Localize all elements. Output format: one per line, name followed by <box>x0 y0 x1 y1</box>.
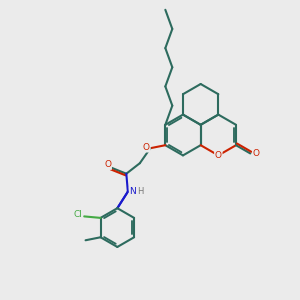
Text: N: N <box>130 187 136 196</box>
Text: Cl: Cl <box>74 210 82 219</box>
Text: O: O <box>143 143 150 152</box>
Text: O: O <box>104 160 111 169</box>
Text: O: O <box>215 151 222 160</box>
Text: O: O <box>253 149 260 158</box>
Text: H: H <box>137 187 144 196</box>
